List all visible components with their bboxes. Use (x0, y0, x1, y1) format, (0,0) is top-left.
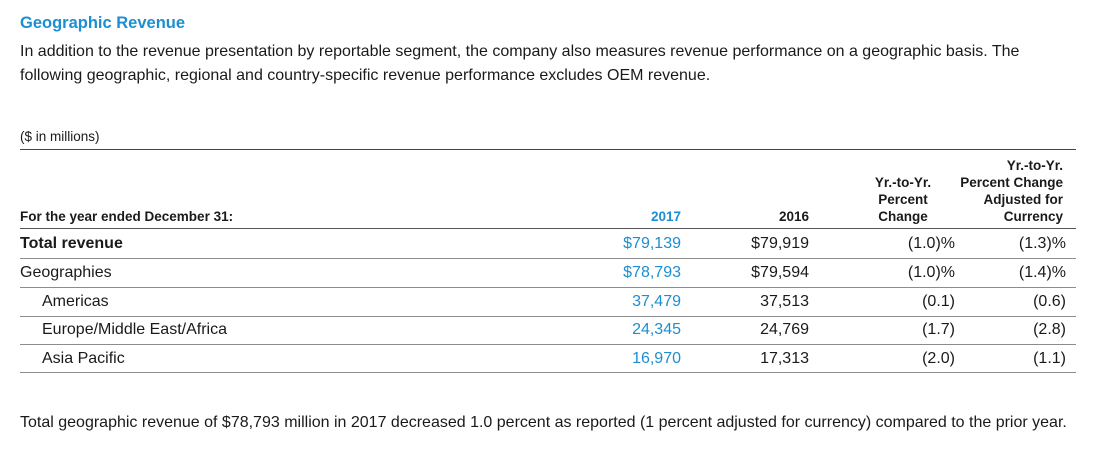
header-adj-line2: Percent Change (960, 175, 1063, 190)
value-pct-change: (1.0)% (907, 235, 955, 252)
value-2017: $78,793 (623, 264, 681, 281)
row-rule (20, 258, 1076, 259)
header-rule (20, 228, 1076, 229)
value-pct-change: (0.1) (922, 293, 955, 310)
value-2017: 16,970 (632, 350, 681, 367)
row-label: Geographies (20, 264, 112, 281)
header-2016: 2016 (778, 209, 809, 224)
header-2017: 2017 (650, 209, 681, 224)
value-2017: 24,345 (632, 321, 681, 338)
header-pct-line3: Change (878, 209, 928, 224)
table-bottom-rule (20, 372, 1076, 373)
header-pct-line1: Yr.-to-Yr. (874, 175, 932, 190)
value-pct-change: (1.7) (922, 321, 955, 338)
closing-paragraph: Total geographic revenue of $78,793 mill… (20, 414, 1067, 431)
value-2016: 17,313 (760, 350, 809, 367)
value-2016: 37,513 (760, 293, 809, 310)
header-adj-change: Yr.-to-Yr. Percent Change Adjusted for C… (923, 157, 1063, 225)
value-2016: $79,594 (751, 264, 809, 281)
header-adj-line1: Yr.-to-Yr. (1006, 158, 1063, 173)
value-2017: 37,479 (632, 293, 681, 310)
value-adj-change: (1.1) (1033, 350, 1066, 367)
header-pct-change: Yr.-to-Yr. Percent Change (862, 174, 944, 225)
value-adj-change: (0.6) (1033, 293, 1066, 310)
row-label: Asia Pacific (42, 350, 125, 367)
value-2016: 24,769 (760, 321, 809, 338)
value-2016: $79,919 (751, 235, 809, 252)
table-row: Geographies $78,793 $79,594 (1.0)% (1.4)… (0, 259, 1101, 287)
value-adj-change: (2.8) (1033, 321, 1066, 338)
section-title: Geographic Revenue (20, 14, 186, 32)
header-label: For the year ended December 31: (20, 209, 234, 224)
value-pct-change: (2.0) (922, 350, 955, 367)
row-rule (20, 344, 1076, 345)
header-adj-line3: Adjusted for (983, 192, 1064, 207)
intro-paragraph: In addition to the revenue presentation … (20, 43, 1020, 84)
row-label: Total revenue (20, 235, 123, 252)
table-top-rule (20, 149, 1076, 150)
row-label: Americas (42, 293, 109, 310)
table-row: Europe/Middle East/Africa 24,345 24,769 … (0, 316, 1101, 344)
table-row: Total revenue $79,139 $79,919 (1.0)% (1.… (0, 230, 1101, 258)
value-pct-change: (1.0)% (907, 264, 955, 281)
unit-note: ($ in millions) (20, 129, 100, 144)
table-row: Americas 37,479 37,513 (0.1) (0.6) (0, 288, 1101, 316)
row-rule (20, 287, 1076, 288)
header-adj-line4: Currency (1003, 209, 1063, 224)
row-rule (20, 316, 1076, 317)
row-label: Europe/Middle East/Africa (42, 321, 227, 338)
table-row: Asia Pacific 16,970 17,313 (2.0) (1.1) (0, 345, 1101, 373)
header-pct-line2: Percent (878, 192, 928, 207)
value-adj-change: (1.4)% (1018, 264, 1066, 281)
value-2017: $79,139 (623, 235, 681, 252)
value-adj-change: (1.3)% (1018, 235, 1066, 252)
